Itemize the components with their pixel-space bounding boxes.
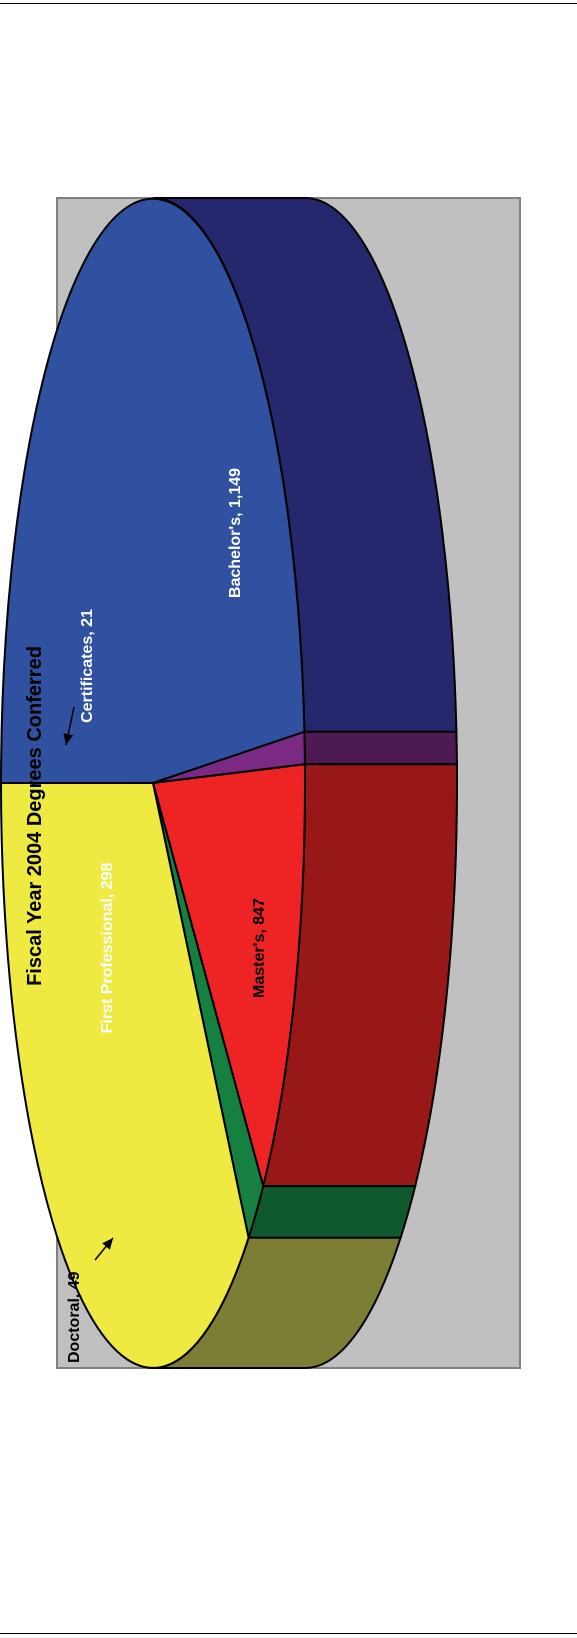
slice-side-1: [303, 730, 458, 766]
data-label-3: Doctoral, 49: [66, 1271, 83, 1363]
bottom-rule: [0, 1633, 577, 1634]
data-labels: Bachelor's, 1,149 Certificates, 21 First P…: [63, 468, 268, 1363]
slice-2: [152, 763, 306, 1188]
data-label-4: Master's, 847: [251, 898, 268, 998]
data-label-1: Certificates, 21: [79, 609, 96, 723]
data-label-2: First Professional, 298: [99, 863, 116, 1034]
pie-side-walls: [152, 197, 458, 1369]
slice-4: [0, 782, 250, 1369]
slice-0: [0, 197, 306, 784]
chart-title: Fiscal Year 2004 Degrees Conferred: [24, 646, 46, 986]
top-rule: [0, 3, 577, 4]
leader-arrow-3: [102, 1238, 113, 1250]
pie-slices: [0, 197, 306, 1369]
slice-side-3: [247, 1185, 417, 1239]
leader-arrow-1: [63, 733, 74, 745]
data-label-0: Bachelor's, 1,149: [227, 468, 244, 598]
